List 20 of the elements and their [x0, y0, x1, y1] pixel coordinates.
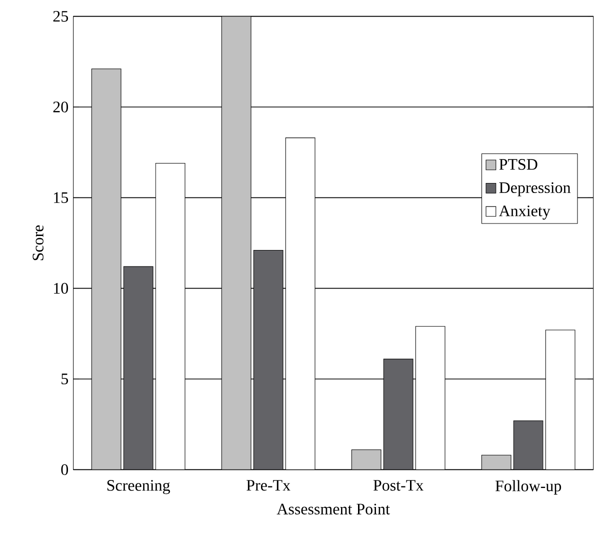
y-tick-label: 10: [54, 282, 68, 294]
y-tick-label: 15: [54, 192, 68, 204]
x-tick-label: Screening: [107, 480, 170, 494]
bar: [221, 16, 252, 470]
y-tick-label: 25: [53, 10, 68, 22]
legend-label: PTSD: [499, 159, 538, 170]
y-tick-label: 0: [61, 464, 68, 476]
bar: [481, 454, 512, 470]
legend-label: Anxiety: [498, 206, 550, 220]
bar: [91, 68, 122, 470]
x-tick-label: Follow-up: [495, 480, 562, 495]
x-tick-label: Pre-Tx: [246, 480, 290, 491]
y-tick-label: 5: [62, 374, 68, 384]
x-axis-title: Assessment Point: [276, 504, 390, 514]
y-tick-label: 20: [53, 102, 68, 112]
bar: [513, 420, 544, 470]
legend-label: Depression: [499, 182, 571, 196]
x-tick-label: Post-Tx: [373, 480, 424, 491]
y-axis-title: Score: [32, 225, 44, 260]
bar: [351, 449, 382, 470]
